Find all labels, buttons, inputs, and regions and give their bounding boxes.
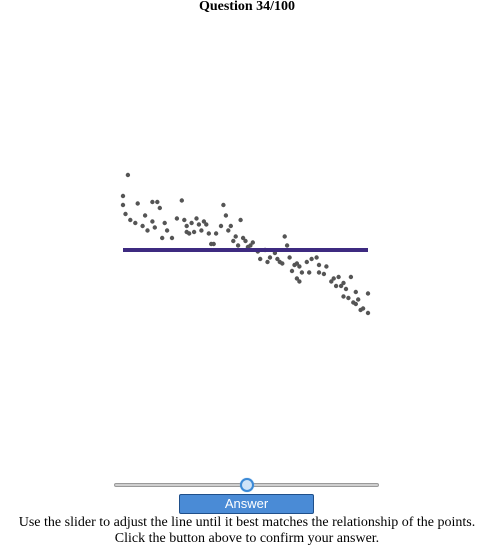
data-point: [365, 291, 371, 296]
data-point: [338, 283, 344, 289]
data-point: [152, 225, 157, 230]
data-point: [223, 213, 229, 218]
data-point: [145, 228, 150, 233]
data-point: [316, 262, 322, 268]
data-point: [250, 240, 255, 245]
data-point: [353, 289, 358, 295]
scatter-plot: [120, 172, 371, 316]
question-counter: Question 34/100: [198, 0, 296, 14]
data-point: [182, 217, 187, 223]
data-point: [314, 255, 319, 260]
data-point: [248, 243, 253, 248]
data-point: [282, 234, 287, 239]
data-point: [287, 255, 292, 260]
data-point: [194, 216, 199, 221]
data-point: [348, 274, 354, 280]
data-point: [221, 202, 226, 208]
data-point: [206, 231, 211, 236]
data-point: [297, 279, 302, 284]
data-point: [294, 276, 300, 281]
data-point: [199, 228, 204, 233]
data-points: [120, 172, 371, 316]
data-point: [267, 255, 273, 260]
data-point: [243, 238, 248, 244]
data-point: [150, 199, 155, 205]
data-point: [299, 270, 305, 275]
data-point: [341, 294, 346, 299]
data-point: [187, 231, 192, 236]
data-point: [150, 219, 155, 224]
data-point: [218, 223, 224, 229]
data-point: [360, 306, 366, 311]
data-point: [174, 216, 180, 221]
data-point: [309, 256, 314, 262]
data-point: [231, 238, 236, 244]
data-point: [184, 223, 189, 229]
data-point: [235, 243, 241, 248]
data-point: [201, 219, 207, 224]
data-point: [120, 202, 126, 208]
data-point: [297, 264, 302, 269]
data-point: [179, 198, 184, 203]
data-point: [196, 222, 202, 227]
data-point: [341, 280, 346, 286]
data-point: [125, 172, 131, 178]
instructions-line-2: Click the button above to confirm your a…: [114, 531, 380, 546]
data-point: [336, 274, 341, 280]
data-point: [307, 270, 312, 275]
data-point: [304, 259, 309, 265]
data-point: [213, 231, 219, 236]
data-point: [140, 223, 145, 229]
data-point: [333, 283, 339, 289]
data-point: [294, 261, 300, 266]
data-point: [265, 259, 270, 265]
data-point: [162, 220, 167, 226]
slider-thumb[interactable]: [239, 478, 254, 492]
data-point: [353, 301, 358, 307]
data-point: [120, 193, 126, 199]
data-point: [189, 220, 194, 226]
data-point: [135, 201, 140, 206]
data-point: [238, 217, 243, 223]
data-point: [365, 310, 371, 316]
data-point: [356, 297, 361, 302]
data-point: [191, 229, 197, 235]
answer-button[interactable]: Answer: [179, 494, 314, 514]
data-point: [324, 264, 329, 269]
data-point: [142, 213, 148, 218]
data-point: [233, 234, 238, 239]
data-point: [133, 220, 138, 226]
data-point: [240, 235, 246, 241]
data-point: [123, 211, 128, 217]
data-point: [289, 268, 295, 274]
data-point: [164, 228, 170, 233]
data-point: [157, 205, 162, 211]
data-point: [160, 235, 165, 241]
instructions-line-1: Use the slider to adjust the line until …: [18, 515, 476, 530]
data-point: [331, 276, 336, 281]
data-point: [346, 295, 351, 301]
data-point: [275, 256, 280, 262]
data-point: [329, 279, 334, 284]
data-point: [226, 228, 231, 233]
instructions: Use the slider to adjust the line until …: [0, 515, 494, 547]
data-point: [258, 256, 263, 262]
data-point: [204, 222, 209, 227]
data-point: [316, 270, 322, 275]
data-point: [228, 223, 233, 229]
data-point: [321, 271, 327, 277]
data-point: [211, 241, 216, 247]
data-point: [155, 199, 160, 205]
data-point: [128, 217, 133, 223]
data-point: [169, 235, 175, 241]
data-point: [343, 286, 349, 292]
data-point: [280, 261, 285, 266]
data-point: [284, 243, 290, 248]
